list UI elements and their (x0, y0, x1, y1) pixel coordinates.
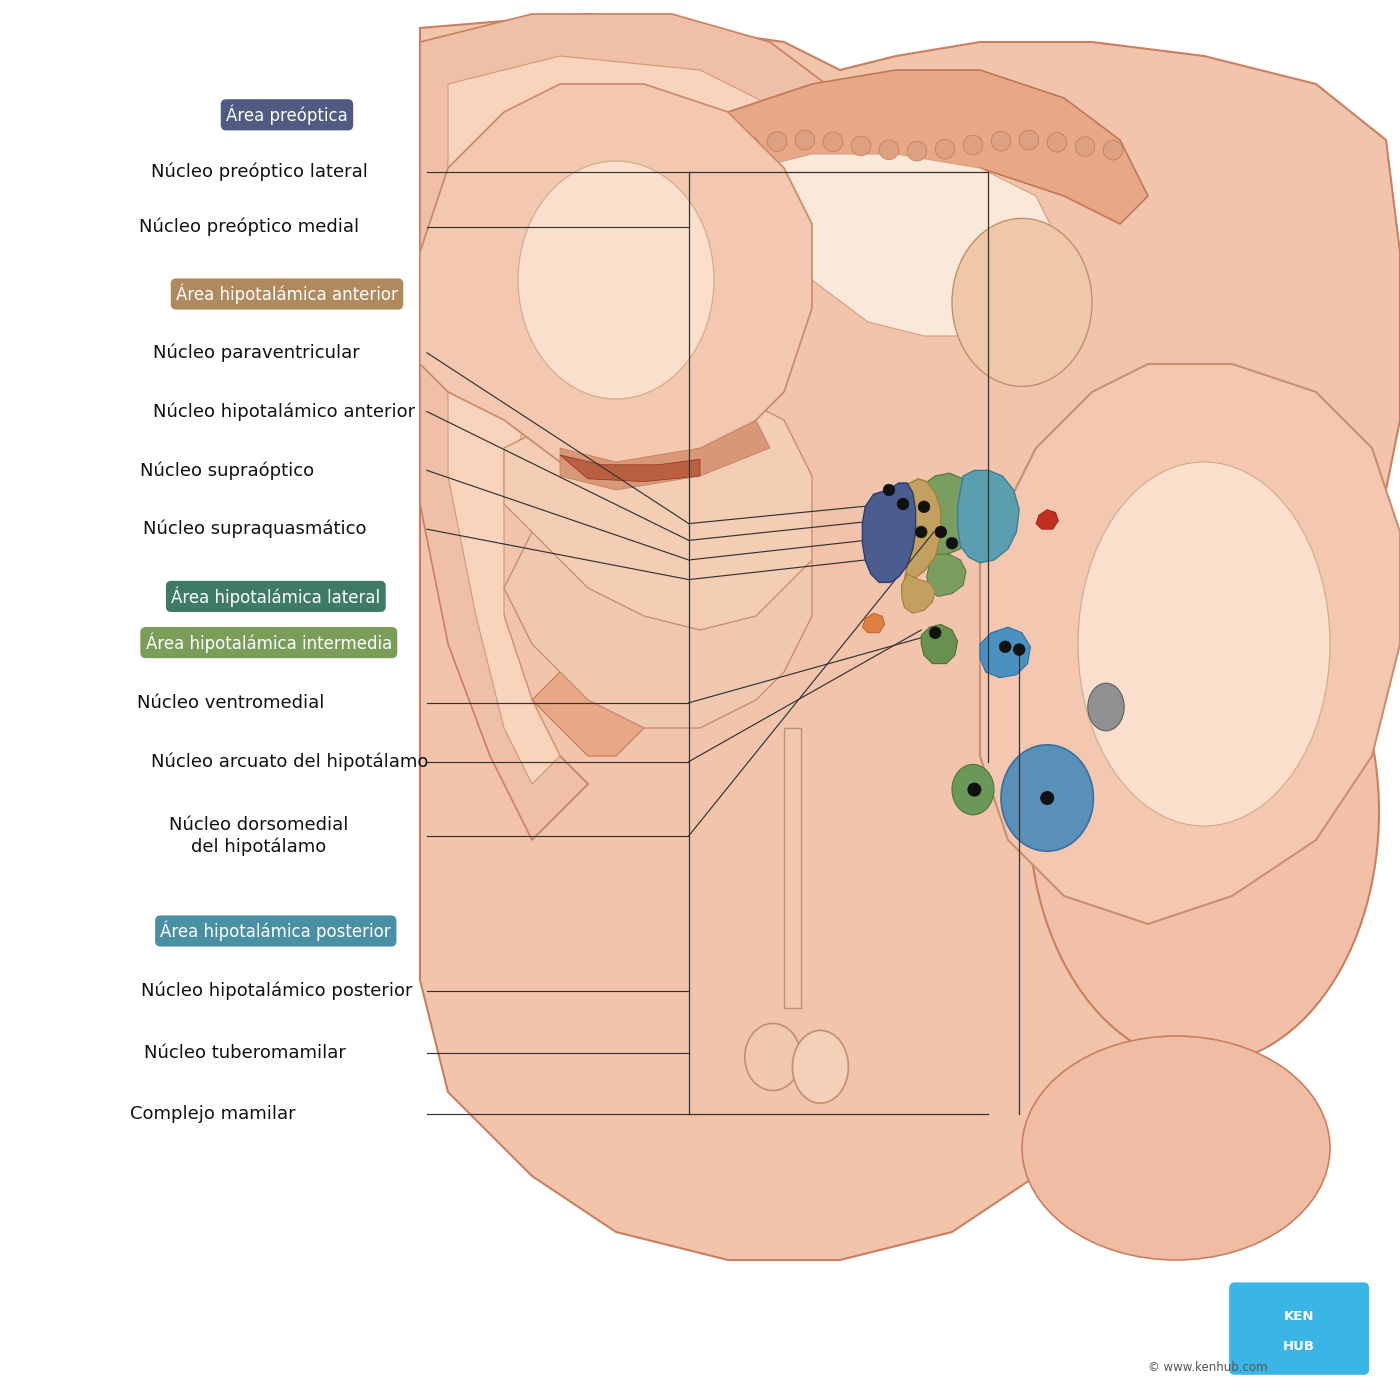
Circle shape (935, 526, 946, 538)
Ellipse shape (1022, 1036, 1330, 1260)
Circle shape (946, 538, 958, 549)
Circle shape (1040, 791, 1054, 805)
Circle shape (930, 627, 941, 638)
Text: Área hipotalámica lateral: Área hipotalámica lateral (171, 587, 381, 606)
Polygon shape (921, 624, 958, 664)
Circle shape (739, 136, 759, 155)
Polygon shape (420, 14, 1400, 1260)
Ellipse shape (1001, 745, 1093, 851)
Circle shape (1103, 140, 1123, 160)
Polygon shape (560, 455, 700, 482)
Polygon shape (1036, 510, 1058, 529)
Circle shape (1047, 133, 1067, 153)
Circle shape (823, 132, 843, 151)
Polygon shape (862, 483, 916, 582)
Ellipse shape (1088, 683, 1124, 731)
Text: Núcleo tuberomamilar: Núcleo tuberomamilar (144, 1044, 346, 1061)
Circle shape (851, 136, 871, 155)
Polygon shape (924, 473, 977, 554)
Circle shape (991, 132, 1011, 151)
Text: Núcleo dorsomedial
del hipotálamo: Núcleo dorsomedial del hipotálamo (169, 816, 349, 855)
Ellipse shape (952, 764, 994, 815)
Text: Núcleo ventromedial: Núcleo ventromedial (137, 694, 325, 711)
Text: Núcleo paraventricular: Núcleo paraventricular (153, 343, 360, 363)
Polygon shape (784, 728, 801, 1008)
Text: Núcleo supraquasmático: Núcleo supraquasmático (143, 519, 367, 539)
Circle shape (967, 783, 981, 797)
Text: Área preóptica: Área preóptica (227, 105, 347, 125)
Polygon shape (980, 627, 1030, 678)
Polygon shape (504, 392, 812, 630)
Circle shape (1014, 644, 1025, 655)
Text: Núcleo hipotalámico anterior: Núcleo hipotalámico anterior (153, 402, 416, 421)
Text: Núcleo preóptico medial: Núcleo preóptico medial (139, 217, 360, 237)
Polygon shape (420, 84, 812, 476)
Circle shape (897, 498, 909, 510)
Text: HUB: HUB (1284, 1340, 1315, 1352)
Circle shape (1019, 130, 1039, 150)
Polygon shape (420, 112, 756, 364)
Text: Núcleo arcuato del hipotálamo: Núcleo arcuato del hipotálamo (151, 752, 428, 771)
Polygon shape (862, 613, 885, 633)
Ellipse shape (792, 1030, 848, 1103)
Text: Complejo mamilar: Complejo mamilar (130, 1106, 295, 1123)
Ellipse shape (1078, 462, 1330, 826)
Text: Área hipotalámica posterior: Área hipotalámica posterior (161, 921, 391, 941)
Ellipse shape (745, 1023, 801, 1091)
Circle shape (963, 136, 983, 155)
Ellipse shape (518, 161, 714, 399)
Circle shape (795, 130, 815, 150)
Polygon shape (902, 574, 935, 613)
Polygon shape (448, 56, 784, 784)
Circle shape (1000, 641, 1011, 652)
Polygon shape (420, 14, 826, 840)
Circle shape (883, 484, 895, 496)
Polygon shape (958, 470, 1019, 563)
Polygon shape (532, 672, 644, 756)
FancyBboxPatch shape (1229, 1282, 1369, 1375)
Circle shape (916, 526, 927, 538)
Polygon shape (504, 476, 812, 728)
Polygon shape (756, 154, 1064, 336)
Text: Núcleo hipotalámico posterior: Núcleo hipotalámico posterior (141, 981, 413, 1001)
Circle shape (1075, 137, 1095, 157)
Circle shape (879, 140, 899, 160)
Text: © www.kenhub.com: © www.kenhub.com (1148, 1361, 1267, 1375)
Ellipse shape (952, 218, 1092, 386)
Polygon shape (728, 70, 1148, 224)
Text: KEN: KEN (1284, 1310, 1315, 1323)
Text: Área hipotalámica anterior: Área hipotalámica anterior (176, 284, 398, 304)
Circle shape (935, 140, 955, 160)
Polygon shape (980, 364, 1400, 924)
Polygon shape (927, 554, 966, 596)
Circle shape (907, 141, 927, 161)
Text: Núcleo supraóptico: Núcleo supraóptico (140, 461, 314, 480)
Text: Núcleo preóptico lateral: Núcleo preóptico lateral (151, 162, 367, 182)
Text: Área hipotalámica intermedia: Área hipotalámica intermedia (146, 633, 392, 652)
Circle shape (918, 501, 930, 512)
Polygon shape (904, 479, 941, 580)
Ellipse shape (1029, 560, 1379, 1064)
Polygon shape (560, 420, 770, 490)
Circle shape (767, 132, 787, 151)
